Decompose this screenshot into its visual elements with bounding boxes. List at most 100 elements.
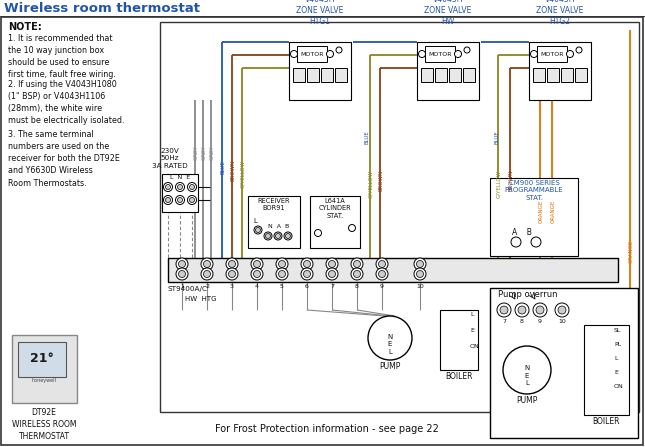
- Circle shape: [326, 258, 338, 270]
- Text: GREY: GREY: [210, 145, 215, 160]
- Circle shape: [379, 261, 386, 267]
- Text: GREY: GREY: [201, 145, 206, 160]
- Circle shape: [276, 268, 288, 280]
- Text: V4043H
ZONE VALVE
HTG2: V4043H ZONE VALVE HTG2: [536, 0, 584, 26]
- Bar: [12, 335, 77, 403]
- Circle shape: [328, 270, 335, 278]
- Circle shape: [177, 185, 183, 190]
- Bar: [449, 68, 461, 82]
- Circle shape: [190, 198, 195, 202]
- Bar: [293, 68, 305, 82]
- Text: 9: 9: [380, 284, 384, 289]
- Circle shape: [368, 316, 412, 360]
- Text: 8: 8: [520, 319, 524, 324]
- Text: G/YELLOW: G/YELLOW: [497, 170, 502, 198]
- Text: ON: ON: [470, 344, 480, 349]
- Bar: [425, 46, 455, 62]
- Circle shape: [301, 268, 313, 280]
- Bar: [463, 68, 475, 82]
- Text: 2. If using the V4043H1080
(1" BSP) or V4043H1106
(28mm), the white wire
must be: 2. If using the V4043H1080 (1" BSP) or V…: [8, 80, 124, 126]
- Circle shape: [351, 268, 363, 280]
- Circle shape: [204, 261, 210, 267]
- Circle shape: [353, 261, 361, 267]
- Circle shape: [351, 258, 363, 270]
- Text: 1. It is recommended that
the 10 way junction box
should be used to ensure
first: 1. It is recommended that the 10 way jun…: [8, 34, 116, 80]
- Text: BLUE: BLUE: [364, 130, 370, 144]
- Bar: [547, 68, 559, 82]
- Circle shape: [455, 51, 462, 58]
- Circle shape: [301, 258, 313, 270]
- Bar: [297, 46, 327, 62]
- Text: N  A  B: N A B: [268, 224, 289, 229]
- Bar: [160, 22, 639, 412]
- Text: 10: 10: [416, 284, 424, 289]
- Text: 7: 7: [330, 284, 334, 289]
- Circle shape: [253, 270, 261, 278]
- Text: L  N  E: L N E: [170, 175, 190, 180]
- Text: N
E
L: N E L: [388, 334, 393, 355]
- Circle shape: [163, 182, 172, 191]
- Circle shape: [286, 233, 290, 239]
- Circle shape: [497, 303, 511, 317]
- Text: BROWN: BROWN: [508, 170, 513, 191]
- Text: 3: 3: [230, 284, 234, 289]
- Circle shape: [511, 237, 521, 247]
- Circle shape: [555, 303, 569, 317]
- Circle shape: [266, 233, 270, 239]
- Bar: [584, 325, 629, 415]
- Circle shape: [204, 270, 210, 278]
- Circle shape: [304, 270, 310, 278]
- Text: 1: 1: [180, 284, 184, 289]
- Circle shape: [226, 268, 238, 280]
- Circle shape: [279, 261, 286, 267]
- Bar: [310, 196, 360, 248]
- Bar: [248, 196, 300, 248]
- Circle shape: [531, 237, 541, 247]
- Circle shape: [576, 47, 582, 53]
- Text: L641A
CYLINDER
STAT.: L641A CYLINDER STAT.: [319, 198, 352, 219]
- Circle shape: [414, 268, 426, 280]
- Circle shape: [255, 228, 261, 232]
- Text: 21°: 21°: [30, 353, 54, 366]
- Bar: [490, 288, 638, 438]
- Bar: [529, 42, 591, 100]
- Text: 4: 4: [255, 284, 259, 289]
- Bar: [435, 68, 447, 82]
- Circle shape: [279, 270, 286, 278]
- Bar: [537, 46, 567, 62]
- Bar: [168, 258, 618, 282]
- Circle shape: [275, 233, 281, 239]
- Text: L: L: [614, 356, 617, 361]
- Circle shape: [201, 258, 213, 270]
- Circle shape: [276, 258, 288, 270]
- Text: ON: ON: [614, 384, 624, 389]
- Text: BLUE: BLUE: [221, 160, 226, 174]
- Circle shape: [264, 232, 272, 240]
- Text: PUMP: PUMP: [516, 396, 538, 405]
- Bar: [162, 174, 198, 212]
- Text: honeywell: honeywell: [32, 378, 57, 383]
- Text: A    B: A B: [512, 228, 532, 237]
- Circle shape: [304, 261, 310, 267]
- Text: ORANGE: ORANGE: [550, 200, 555, 223]
- Circle shape: [179, 270, 186, 278]
- Text: V4043H
ZONE VALVE
HTG1: V4043H ZONE VALVE HTG1: [296, 0, 344, 26]
- Text: DT92E
WIRELESS ROOM
THERMOSTAT: DT92E WIRELESS ROOM THERMOSTAT: [12, 408, 76, 441]
- Text: L: L: [253, 218, 257, 224]
- Circle shape: [166, 185, 170, 190]
- Text: ST9400A/C: ST9400A/C: [168, 286, 208, 292]
- Circle shape: [188, 182, 197, 191]
- Text: 6: 6: [305, 284, 309, 289]
- Circle shape: [336, 47, 342, 53]
- Circle shape: [515, 303, 529, 317]
- Text: ORANGE: ORANGE: [628, 240, 633, 263]
- Circle shape: [226, 258, 238, 270]
- Text: E: E: [470, 328, 474, 333]
- Text: For Frost Protection information - see page 22: For Frost Protection information - see p…: [215, 424, 439, 434]
- Bar: [417, 42, 479, 100]
- Circle shape: [566, 51, 573, 58]
- Text: BROWN: BROWN: [379, 170, 384, 191]
- Text: SL: SL: [614, 328, 621, 333]
- Text: Pump overrun: Pump overrun: [498, 290, 557, 299]
- Circle shape: [253, 261, 261, 267]
